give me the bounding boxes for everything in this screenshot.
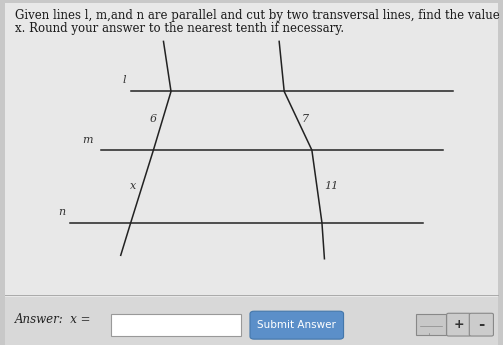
Bar <box>5 297 498 345</box>
Text: Answer:  x =: Answer: x = <box>15 313 92 326</box>
FancyBboxPatch shape <box>447 313 471 336</box>
Text: 6: 6 <box>150 114 157 124</box>
Text: 7: 7 <box>302 114 309 124</box>
Text: -: - <box>478 317 484 332</box>
Text: l: l <box>122 75 126 85</box>
Text: m: m <box>82 135 93 145</box>
Text: x: x <box>130 181 136 191</box>
Text: n: n <box>58 207 65 217</box>
FancyBboxPatch shape <box>250 311 344 339</box>
Text: Given lines l, m,and n are parallel and cut by two transversal lines, find the v: Given lines l, m,and n are parallel and … <box>15 9 503 22</box>
Text: +: + <box>453 318 464 331</box>
Bar <box>5 3 498 297</box>
Text: 11: 11 <box>324 181 339 191</box>
FancyBboxPatch shape <box>111 314 241 336</box>
Text: x. Round your answer to the nearest tenth if necessary.: x. Round your answer to the nearest tent… <box>15 22 344 36</box>
FancyBboxPatch shape <box>469 313 493 336</box>
Text: Submit Answer: Submit Answer <box>258 320 336 330</box>
FancyBboxPatch shape <box>416 314 446 335</box>
